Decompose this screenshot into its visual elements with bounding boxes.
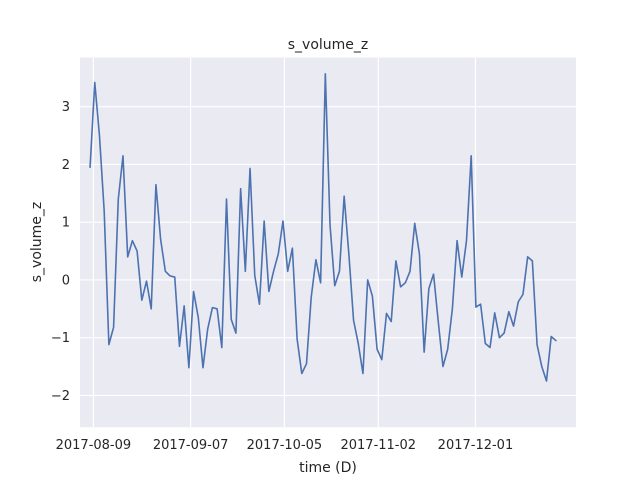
y-tick-label: −2	[51, 389, 70, 404]
x-tick-label: 2017-12-01	[438, 438, 514, 453]
x-tick-label: 2017-11-02	[340, 438, 416, 453]
series-line	[89, 72, 557, 382]
y-tick-label: −1	[51, 331, 70, 346]
x-tick-label: 2017-10-05	[247, 438, 323, 453]
y-tick-label: 2	[62, 158, 70, 173]
y-tick-label: 1	[62, 216, 70, 231]
x-tick-label: 2017-08-09	[56, 438, 132, 453]
chart-title: s_volume_z	[288, 37, 369, 53]
y-axis-label: s_volume_z	[29, 202, 45, 283]
plot-background	[80, 57, 576, 428]
y-tick-label: 0	[62, 273, 70, 288]
y-tick-labels: −2 −1 0 1 2 3	[51, 100, 70, 404]
x-tick-label: 2017-09-07	[153, 438, 229, 453]
y-tick-label: 3	[62, 100, 70, 115]
x-axis-label: time (D)	[299, 460, 357, 476]
x-tick-labels: 2017-08-09 2017-09-07 2017-10-05 2017-11-02…	[56, 438, 514, 453]
